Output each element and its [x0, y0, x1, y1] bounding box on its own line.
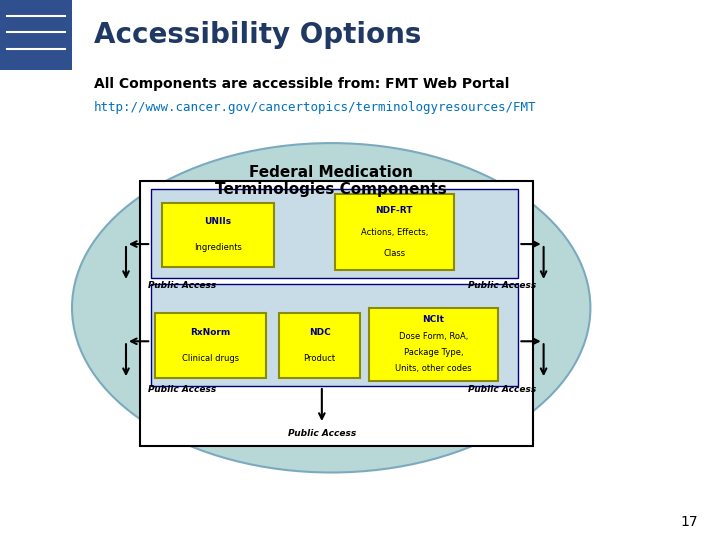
Text: Package Type,: Package Type,	[404, 348, 463, 357]
Text: Public Access: Public Access	[288, 429, 356, 437]
Text: Clinical drugs: Clinical drugs	[182, 354, 239, 363]
Text: NDC: NDC	[309, 328, 330, 337]
Text: 17: 17	[681, 515, 698, 529]
Text: Public Access: Public Access	[148, 386, 216, 394]
Text: All Components are accessible from: FMT Web Portal: All Components are accessible from: FMT …	[94, 77, 509, 91]
Text: Public Access: Public Access	[468, 386, 536, 394]
FancyBboxPatch shape	[162, 202, 274, 267]
FancyBboxPatch shape	[151, 284, 518, 386]
Text: RxNorm: RxNorm	[191, 328, 230, 337]
FancyBboxPatch shape	[155, 313, 266, 378]
FancyBboxPatch shape	[279, 313, 360, 378]
Text: http://www.cancer.gov/cancertopics/terminologyresources/FMT: http://www.cancer.gov/cancertopics/termi…	[94, 102, 536, 114]
FancyBboxPatch shape	[369, 308, 498, 381]
Text: UNIIs: UNIIs	[204, 218, 231, 226]
Text: Class: Class	[383, 249, 405, 258]
Ellipse shape	[72, 143, 590, 472]
Text: Actions, Effects,: Actions, Effects,	[361, 228, 428, 237]
Text: Public Access: Public Access	[148, 281, 216, 289]
Text: NDF-RT: NDF-RT	[375, 206, 413, 215]
Text: Product: Product	[304, 354, 336, 363]
FancyBboxPatch shape	[151, 189, 518, 278]
Text: Accessibility Options: Accessibility Options	[94, 21, 421, 49]
Text: Ingredients: Ingredients	[194, 244, 242, 252]
Text: Units, other codes: Units, other codes	[395, 364, 472, 373]
Text: Public Access: Public Access	[468, 281, 536, 289]
FancyBboxPatch shape	[140, 181, 533, 446]
Text: NCIt: NCIt	[423, 315, 444, 325]
FancyBboxPatch shape	[335, 194, 454, 270]
FancyBboxPatch shape	[0, 0, 72, 70]
Text: Dose Form, RoA,: Dose Form, RoA,	[399, 332, 468, 341]
Text: Federal Medication
Terminologies Components: Federal Medication Terminologies Compone…	[215, 165, 447, 197]
